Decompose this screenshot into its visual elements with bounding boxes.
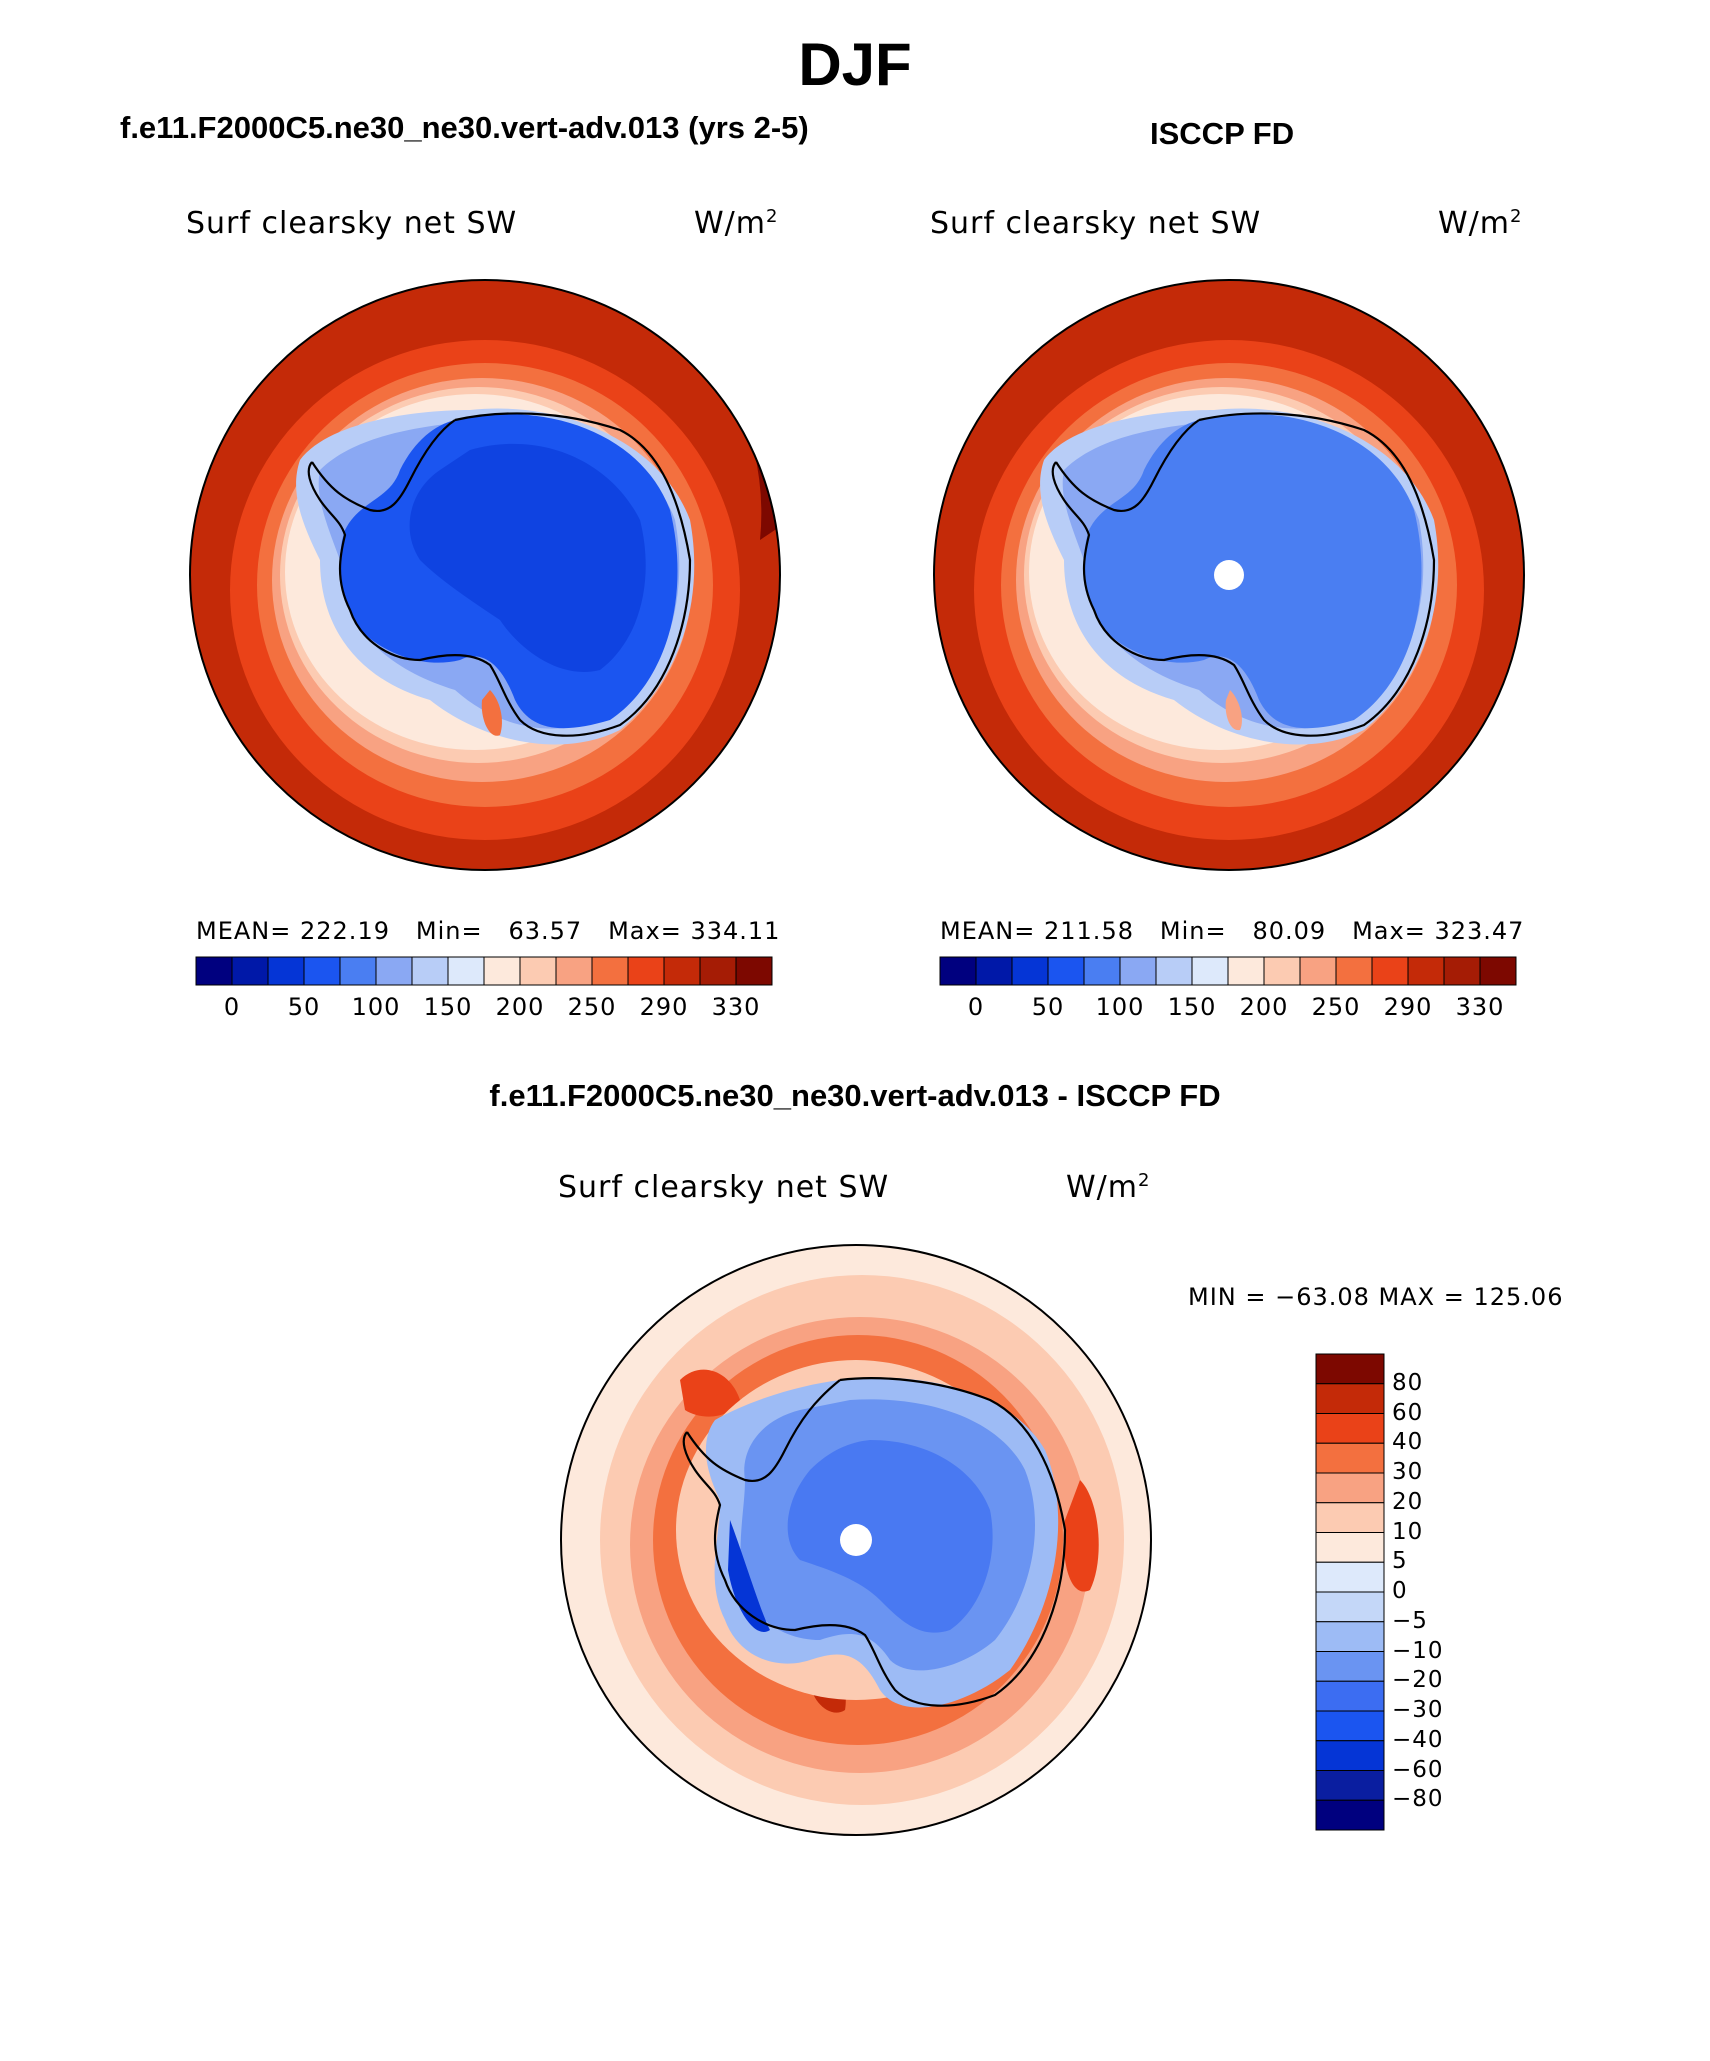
colorbar-tick-label: 60 (1392, 1399, 1424, 1426)
colorbar-tick-label: 290 (1383, 993, 1433, 1021)
colorbar-tick-label: 80 (1392, 1369, 1424, 1396)
colorbar-swatch (1315, 1413, 1385, 1444)
panel-2-title: ISCCP FD (1150, 116, 1295, 151)
colorbar-tick-label: 330 (711, 993, 761, 1021)
colorbar-swatch (1315, 1799, 1385, 1831)
panel-3-colorbar (1315, 1353, 1385, 1831)
colorbar-swatch (975, 956, 1013, 986)
colorbar-swatch (519, 956, 557, 986)
colorbar-swatch (1371, 956, 1409, 986)
colorbar-swatch (555, 956, 593, 986)
colorbar-swatch (591, 956, 629, 986)
colorbar-swatch (1315, 1383, 1385, 1414)
colorbar-tick-label: 250 (567, 993, 617, 1021)
colorbar-swatch (1315, 1680, 1385, 1712)
colorbar-swatch (1155, 956, 1193, 986)
panel-2-stats: MEAN= 211.58 Min= 80.09 Max= 323.47 (940, 917, 1525, 945)
panel-3-title: f.e11.F2000C5.ne30_ne30.vert-adv.013 - I… (489, 1078, 1221, 1113)
colorbar-swatch (411, 956, 449, 986)
panel-1-title: f.e11.F2000C5.ne30_ne30.vert-adv.013 (yr… (120, 110, 809, 145)
panel-2-colorbar (939, 956, 1517, 986)
colorbar-swatch (447, 956, 485, 986)
colorbar-tick-label: 20 (1392, 1488, 1424, 1515)
colorbar-tick-label: 290 (639, 993, 689, 1021)
colorbar-swatch (1315, 1770, 1385, 1801)
panel-3-map (560, 1244, 1152, 1836)
colorbar-swatch (339, 956, 377, 986)
colorbar-swatch (939, 956, 977, 986)
colorbar-swatch (1315, 1502, 1385, 1533)
colorbar-tick-label: 10 (1392, 1518, 1424, 1545)
colorbar-swatch (1315, 1472, 1385, 1504)
colorbar-tick-label: 0 (223, 993, 241, 1021)
colorbar-tick-label: −20 (1392, 1667, 1444, 1694)
colorbar-swatch (1315, 1532, 1385, 1563)
colorbar-tick-label: 5 (1392, 1548, 1408, 1575)
colorbar-tick-label: 0 (1392, 1578, 1408, 1604)
colorbar-tick-label: 50 (287, 993, 321, 1021)
colorbar-swatch (1315, 1651, 1385, 1682)
colorbar-swatch (267, 956, 305, 986)
colorbar-swatch (1335, 956, 1373, 986)
colorbar-tick-label: −30 (1392, 1697, 1444, 1723)
colorbar-swatch (231, 956, 269, 986)
colorbar-swatch (1263, 956, 1301, 986)
colorbar-swatch (1315, 1353, 1385, 1385)
panel-3-stats: MIN = −63.08 MAX = 125.06 (1188, 1283, 1564, 1311)
colorbar-swatch (1011, 956, 1049, 986)
colorbar-swatch (663, 956, 701, 986)
colorbar-swatch (699, 956, 737, 986)
colorbar-swatch (1315, 1591, 1385, 1623)
panel-1-units-label: W/m2 (694, 206, 779, 241)
colorbar-tick-label: −80 (1392, 1786, 1444, 1813)
colorbar-tick-label: 50 (1031, 993, 1065, 1021)
colorbar-swatch (1083, 956, 1121, 986)
colorbar-tick-label: 200 (495, 993, 545, 1021)
panel-2-units-label: W/m2 (1438, 206, 1523, 241)
colorbar-swatch (1315, 1442, 1385, 1474)
panel-1-stats: MEAN= 222.19 Min= 63.57 Max= 334.11 (196, 917, 781, 945)
colorbar-tick-label: 40 (1392, 1429, 1424, 1456)
panel-1-colorbar (195, 956, 773, 986)
colorbar-tick-label: 100 (351, 993, 401, 1021)
colorbar-tick-label: 150 (1167, 993, 1217, 1021)
panel-1-map (189, 279, 781, 871)
colorbar-swatch (1119, 956, 1157, 986)
colorbar-swatch (627, 956, 665, 986)
colorbar-swatch (735, 956, 773, 986)
colorbar-swatch (1315, 1710, 1385, 1742)
colorbar-swatch (1315, 1621, 1385, 1652)
colorbar-tick-label: −5 (1392, 1607, 1428, 1634)
colorbar-swatch (1191, 956, 1229, 986)
colorbar-tick-label: −40 (1392, 1726, 1444, 1753)
colorbar-swatch (1227, 956, 1265, 986)
colorbar-swatch (1407, 956, 1445, 986)
colorbar-swatch (303, 956, 341, 986)
colorbar-swatch (1315, 1561, 1385, 1593)
colorbar-tick-label: 0 (967, 993, 985, 1021)
colorbar-tick-label: 150 (423, 993, 473, 1021)
colorbar-tick-label: 250 (1311, 993, 1361, 1021)
colorbar-tick-label: 100 (1095, 993, 1145, 1021)
colorbar-swatch (1047, 956, 1085, 986)
panel-1-variable-label: Surf clearsky net SW (186, 206, 518, 241)
panel-3-units-label: W/m2 (1066, 1170, 1151, 1205)
colorbar-swatch (1479, 956, 1517, 986)
colorbar-tick-label: −60 (1392, 1756, 1444, 1783)
colorbar-tick-label: 330 (1455, 993, 1505, 1021)
colorbar-swatch (1315, 1740, 1385, 1771)
panel-2-map (933, 279, 1525, 871)
figure-title: DJF (798, 31, 912, 98)
panel-2-variable-label: Surf clearsky net SW (930, 206, 1262, 241)
colorbar-swatch (1299, 956, 1337, 986)
colorbar-tick-label: −10 (1392, 1637, 1444, 1664)
colorbar-swatch (375, 956, 413, 986)
colorbar-tick-label: 30 (1392, 1459, 1424, 1485)
colorbar-swatch (1443, 956, 1481, 986)
colorbar-swatch (483, 956, 521, 986)
panel-3-variable-label: Surf clearsky net SW (558, 1170, 890, 1205)
colorbar-swatch (195, 956, 233, 986)
colorbar-tick-label: 200 (1239, 993, 1289, 1021)
